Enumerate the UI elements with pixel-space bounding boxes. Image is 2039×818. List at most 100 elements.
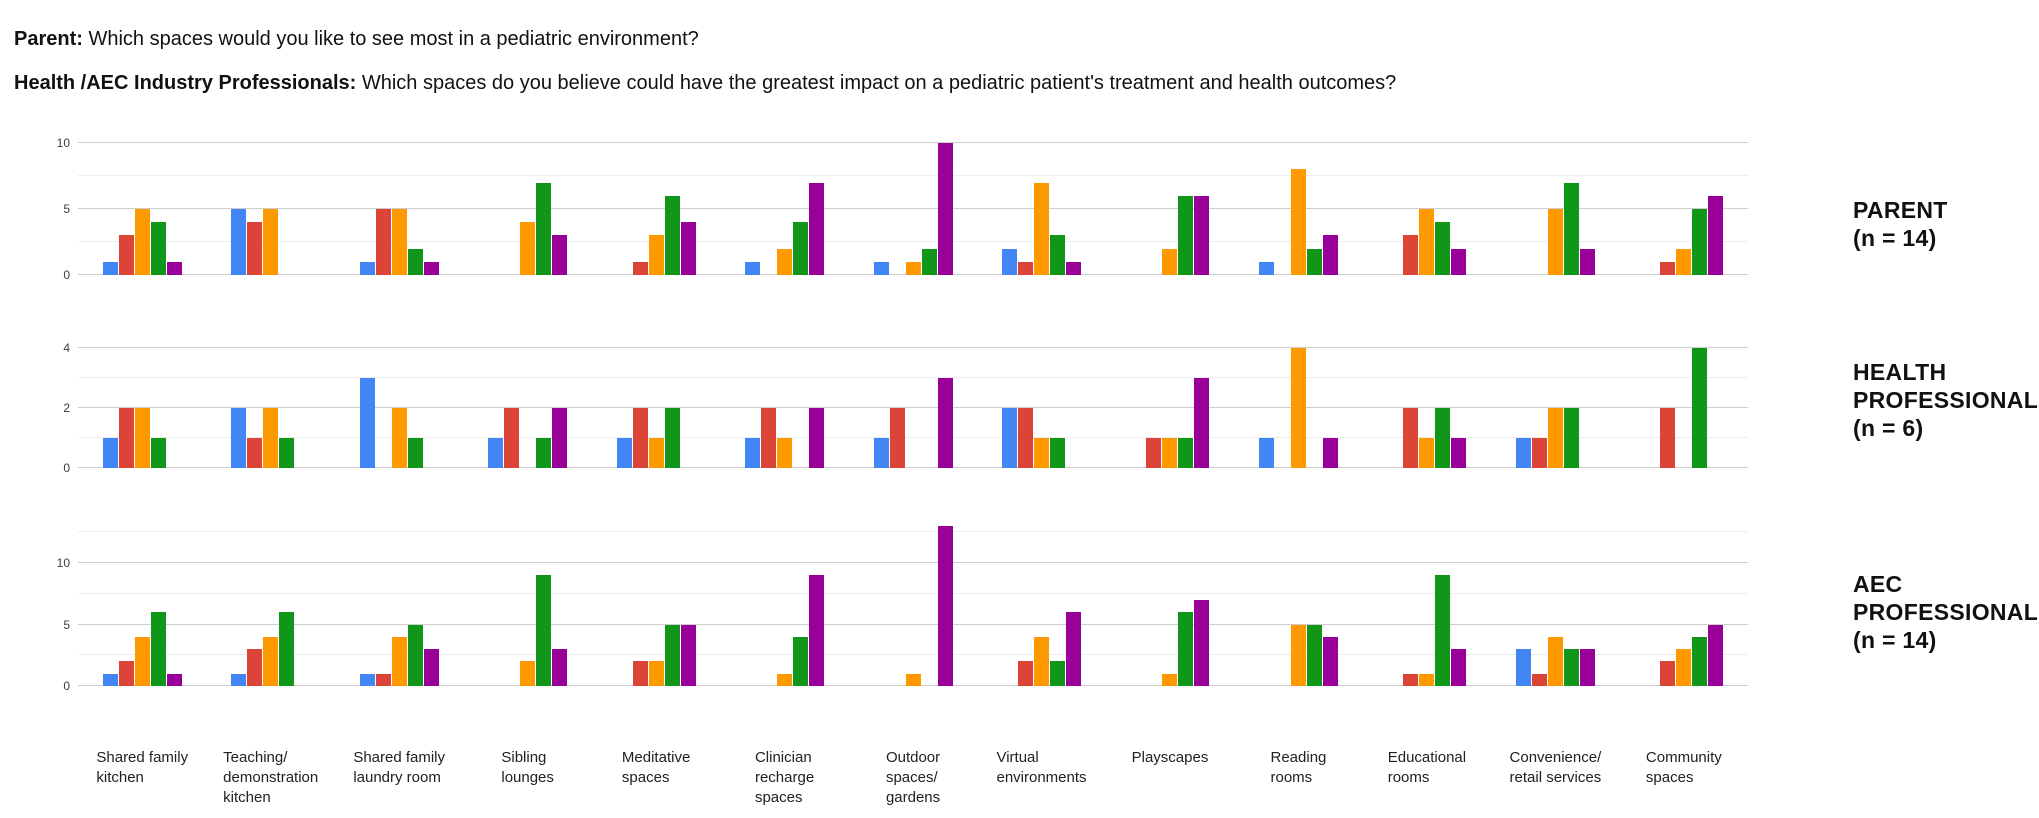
bar-parent-orange-c10 <box>1290 169 1306 275</box>
bar-parent-orange-c4 <box>520 222 536 275</box>
bar-aec-professional-green-c13 <box>1692 636 1708 686</box>
bar-aec-professional-red-c2 <box>247 649 263 686</box>
bar-health-professional-blue-c2 <box>231 408 247 468</box>
bar-health-professional-green-c2 <box>279 438 295 468</box>
category-label: Shared family laundry room <box>353 748 445 808</box>
bar-health-professional-red-c2 <box>247 438 263 468</box>
bar-parent-orange-c5 <box>648 235 664 275</box>
bar-health-professional-orange-c2 <box>263 408 279 468</box>
bar-group <box>1234 129 1362 275</box>
bar-aec-professional-orange-c6 <box>777 673 793 686</box>
bar-health-professional-orange-c5 <box>648 438 664 468</box>
category-label-line: environments <box>996 769 1087 786</box>
y-tick-label: 5 <box>63 202 70 216</box>
bar-group <box>977 330 1105 468</box>
category-label: Convenience/retail services <box>1510 748 1602 808</box>
category-label-line: Sibling <box>501 749 547 766</box>
chart-stack: 0 5 10 PARENT (n = 14) 0 2 4 HEALTH PROFESSIONAL(… <box>0 129 2039 692</box>
category-cell: Virtual environments <box>977 748 1105 808</box>
category-label-line: Teaching/ <box>223 749 288 766</box>
bar-health-professional-blue-c5 <box>616 438 632 468</box>
bar-health-professional-orange-c1 <box>134 408 150 468</box>
bar-parent-purple-c10 <box>1322 235 1338 275</box>
bar-parent-green-c8 <box>1050 235 1066 275</box>
bar-aec-professional-purple-c7 <box>937 526 953 686</box>
bar-health-professional-orange-c12 <box>1547 408 1563 468</box>
bar-aec-professional-green-c2 <box>279 612 295 686</box>
row-title-aec-professional: AEC PROFESSIONAL (n = 14) <box>1853 570 2039 654</box>
parent-question-label: Parent: <box>14 28 83 50</box>
bar-parent-orange-c3 <box>391 209 407 275</box>
bar-health-professional-orange-c8 <box>1034 438 1050 468</box>
bar-group <box>1234 518 1362 686</box>
bar-parent-green-c6 <box>793 222 809 275</box>
bar-group <box>1106 330 1234 468</box>
bar-health-professional-green-c12 <box>1563 408 1579 468</box>
professionals-question-text: Which spaces do you believe could have t… <box>356 72 1397 94</box>
bar-aec-professional-orange-c2 <box>263 636 279 686</box>
bar-aec-professional-green-c10 <box>1306 624 1322 686</box>
bar-parent-orange-c1 <box>134 209 150 275</box>
bar-health-professional-purple-c9 <box>1194 378 1210 468</box>
bar-aec-professional-green-c9 <box>1178 612 1194 686</box>
bar-parent-orange-c13 <box>1676 248 1692 275</box>
category-label-line: Clinician <box>754 749 812 766</box>
bar-aec-professional-orange-c5 <box>648 661 664 686</box>
category-cell: Convenience/retail services <box>1491 748 1619 808</box>
category-label-line: Shared family <box>96 749 189 766</box>
row-title-line: AEC <box>1853 571 1903 597</box>
bar-health-professional-green-c4 <box>536 438 552 468</box>
bar-parent-blue-c3 <box>359 261 375 275</box>
professionals-question-label: Health /AEC Industry Professionals: <box>14 72 357 94</box>
y-tick-label: 2 <box>63 401 70 415</box>
bar-parent-purple-c3 <box>423 261 439 275</box>
bar-aec-professional-red-c3 <box>375 673 391 686</box>
category-label-line: lounges <box>501 769 554 786</box>
bar-health-professional-orange-c11 <box>1419 438 1435 468</box>
bar-group <box>335 129 463 275</box>
bar-aec-professional-orange-c11 <box>1419 673 1435 686</box>
y-axis-parent: 0 5 10 <box>0 129 70 281</box>
bar-group <box>849 330 977 468</box>
category-label: Meditative spaces <box>622 748 690 808</box>
bar-health-professional-orange-c9 <box>1162 438 1178 468</box>
bar-aec-professional-orange-c10 <box>1290 624 1306 686</box>
bar-group <box>1620 330 1748 468</box>
bar-parent-blue-c2 <box>231 209 247 275</box>
category-cell: Shared family laundry room <box>335 748 463 808</box>
bar-group <box>463 518 591 686</box>
bar-parent-blue-c7 <box>873 261 889 275</box>
bar-parent-red-c8 <box>1018 261 1034 275</box>
bar-health-professional-orange-c10 <box>1290 348 1306 468</box>
bar-parent-green-c11 <box>1435 222 1451 275</box>
y-tick-label: 0 <box>63 268 70 282</box>
bar-health-professional-red-c4 <box>504 408 520 468</box>
bar-health-professional-blue-c1 <box>102 438 118 468</box>
bar-aec-professional-purple-c11 <box>1451 649 1467 686</box>
bar-parent-purple-c11 <box>1451 248 1467 275</box>
category-label: Shared family kitchen <box>96 748 188 808</box>
bar-parent-red-c2 <box>247 222 263 275</box>
bar-aec-professional-red-c8 <box>1018 661 1034 686</box>
bar-aec-professional-green-c1 <box>150 612 166 686</box>
category-cell: Teaching/demonstration kitchen <box>206 748 334 808</box>
bar-health-professional-red-c1 <box>118 408 134 468</box>
category-label-line: Shared family <box>353 749 446 766</box>
row-title-line: HEALTH <box>1853 359 1947 385</box>
gridline <box>78 241 1748 242</box>
category-label-line: kitchen <box>223 789 271 806</box>
bar-health-professional-red-c5 <box>632 408 648 468</box>
category-label-line: rooms <box>1387 769 1430 786</box>
category-label-line: kitchen <box>96 769 144 786</box>
bar-parent-green-c13 <box>1692 209 1708 275</box>
bar-group <box>78 129 206 275</box>
bar-group <box>206 330 334 468</box>
category-label: Teaching/demonstration kitchen <box>223 748 318 808</box>
bar-aec-professional-purple-c12 <box>1579 649 1595 686</box>
bar-group <box>720 129 848 275</box>
category-label: Clinician recharge spaces <box>755 748 814 808</box>
category-label-line: Virtual <box>996 749 1039 766</box>
bar-parent-red-c3 <box>375 209 391 275</box>
bar-group <box>1620 518 1748 686</box>
bar-aec-professional-purple-c1 <box>166 673 182 686</box>
